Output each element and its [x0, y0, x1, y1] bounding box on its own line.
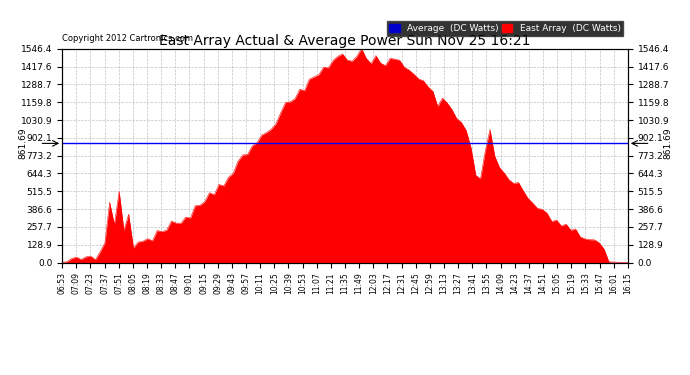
Legend: Average  (DC Watts), East Array  (DC Watts): Average (DC Watts), East Array (DC Watts…: [386, 21, 623, 36]
Text: 861.69: 861.69: [663, 128, 672, 159]
Title: East Array Actual & Average Power Sun Nov 25 16:21: East Array Actual & Average Power Sun No…: [159, 34, 531, 48]
Text: 861.69: 861.69: [18, 128, 27, 159]
Text: Copyright 2012 Cartronics.com: Copyright 2012 Cartronics.com: [62, 34, 193, 43]
